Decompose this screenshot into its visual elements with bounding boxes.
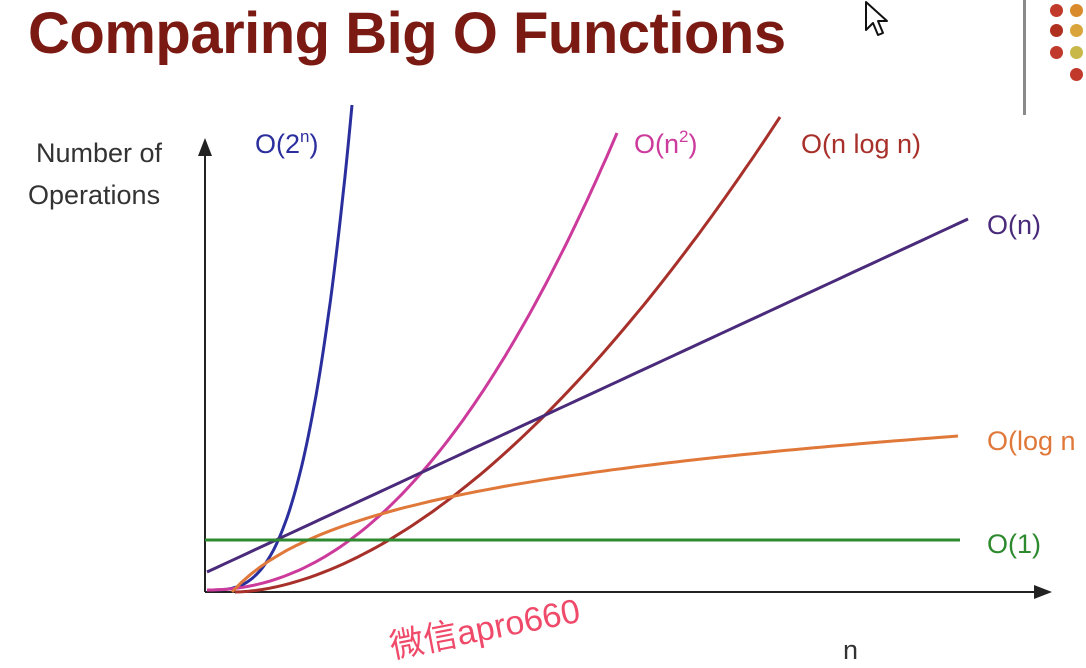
decor-dot	[1050, 46, 1063, 59]
series-label-constant: O(1)	[987, 529, 1041, 559]
x-axis-label: n	[843, 635, 858, 665]
series-label-superscript: 2	[679, 127, 688, 146]
series-label-superscript: n	[300, 127, 309, 146]
series-label-close: )	[688, 129, 697, 159]
y-axis-arrow	[198, 138, 212, 156]
page-title: Comparing Big O Functions	[28, 1, 786, 66]
x-axis-arrow	[1034, 585, 1052, 599]
series-label-logarithmic: O(log n	[987, 426, 1076, 456]
decor-dot	[1050, 24, 1063, 37]
series-line-quadratic	[207, 132, 619, 592]
series-label-linear: O(n)	[987, 210, 1041, 240]
series-line-linear	[206, 217, 969, 574]
series-label-base: O(n	[634, 129, 679, 159]
series-line-exponential	[207, 104, 354, 592]
vertical-divider	[1023, 0, 1026, 115]
series-label-base: O(2	[255, 129, 300, 159]
series-label-exponential: O(2n)	[255, 127, 318, 159]
series-line-logarithmic	[230, 434, 959, 594]
series-label-close: )	[309, 129, 318, 159]
y-axis-label-line1: Number of	[36, 138, 163, 168]
decor-dot	[1070, 4, 1083, 17]
mouse-pointer-icon	[865, 1, 888, 36]
series-label-nlogn: O(n log n)	[801, 129, 921, 159]
decor-dot	[1050, 4, 1063, 17]
decor-dot	[1070, 68, 1083, 81]
y-axis-label-line2: Operations	[28, 180, 160, 210]
decorative-dots	[1046, 0, 1086, 90]
series-line-nlogn	[234, 116, 782, 594]
decor-dot	[1070, 24, 1083, 37]
series-label-quadratic: O(n2)	[634, 127, 697, 159]
decor-dot	[1070, 46, 1083, 59]
